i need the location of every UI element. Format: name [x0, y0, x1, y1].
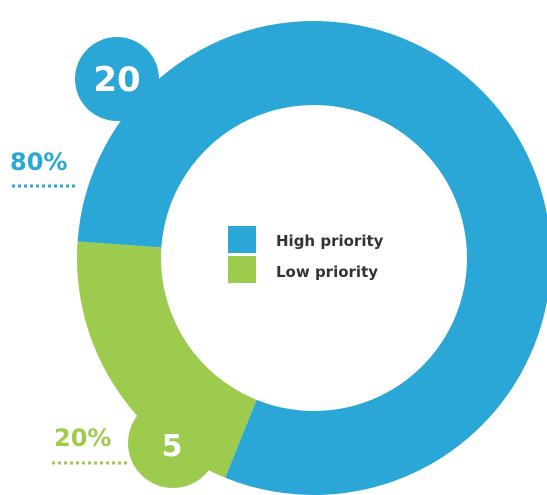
legend-label-high-priority: High priority — [276, 232, 384, 250]
legend-label-low-priority: Low priority — [276, 263, 378, 281]
high-priority-bubble-shape — [75, 37, 159, 121]
slice-high-priority — [77, 21, 547, 495]
high-priority-value: 20 — [93, 60, 140, 100]
high-priority-value-bubble: 20 — [75, 37, 159, 121]
legend-swatch-high-priority — [228, 226, 256, 253]
low-priority-percent-label: 20% — [54, 424, 111, 452]
slice-low-priority — [76, 241, 257, 478]
legend-swatch-low-priority — [228, 256, 256, 283]
low-priority-value-bubble: 5 — [128, 398, 218, 488]
low-priority-bubble-shape — [128, 398, 218, 488]
slices — [76, 21, 547, 495]
low-priority-value: 5 — [162, 429, 183, 464]
high-priority-percent-label: 80% — [10, 148, 67, 176]
legend: High priority Low priority — [228, 226, 384, 283]
